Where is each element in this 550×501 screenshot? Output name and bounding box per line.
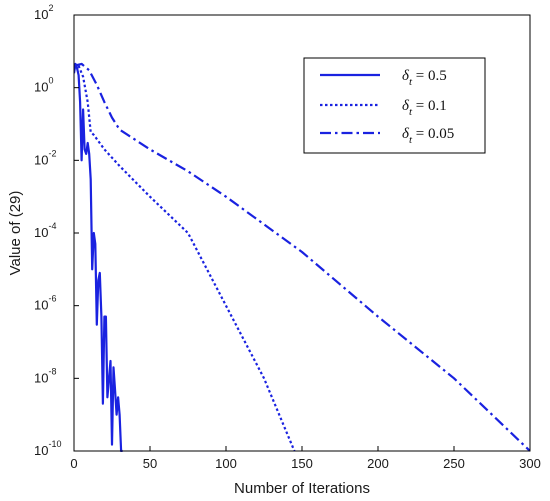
y-tick-label: 10-8 — [34, 366, 56, 385]
legend-subscript: t — [409, 134, 413, 146]
y-tick-base: 10 — [34, 443, 48, 458]
y-tick-label: 10-4 — [34, 221, 56, 240]
legend-label-1: δt = 0.5 — [402, 68, 447, 88]
y-axis-label: Value of (29) — [7, 191, 24, 276]
x-tick-label: 250 — [443, 456, 465, 471]
series-line-1 — [74, 62, 123, 452]
legend-label-3: δt = 0.05 — [402, 126, 454, 146]
y-tick-base: 10 — [34, 152, 48, 167]
y-tick-label: 10-2 — [34, 148, 56, 167]
legend-symbol: δ — [402, 68, 410, 84]
y-tick-exponent: -8 — [48, 366, 56, 376]
series-layer — [74, 62, 530, 452]
y-tick-exponent: 2 — [48, 3, 53, 13]
x-tick-label: 200 — [367, 456, 389, 471]
series-line-2 — [74, 64, 296, 452]
legend-label-2: δt = 0.1 — [402, 98, 447, 118]
y-tick-base: 10 — [34, 80, 48, 95]
y-tick-base: 10 — [34, 370, 48, 385]
y-tick-label: 102 — [34, 3, 53, 22]
legend-value: = 0.05 — [412, 126, 454, 142]
x-tick-label: 100 — [215, 456, 237, 471]
y-tick-label: 10-6 — [34, 294, 56, 313]
y-tick-exponent: -6 — [48, 294, 56, 304]
legend-value: = 0.5 — [412, 68, 447, 84]
y-tick-label: 100 — [34, 76, 53, 95]
y-tick-base: 10 — [34, 7, 48, 22]
legend-subscript: t — [409, 106, 413, 118]
legend: δt = 0.5δt = 0.1δt = 0.05 — [303, 57, 486, 154]
x-tick-label: 50 — [143, 456, 157, 471]
y-tick-exponent: -2 — [48, 148, 56, 158]
y-tick-base: 10 — [34, 298, 48, 313]
x-tick-label: 0 — [70, 456, 77, 471]
legend-items: δt = 0.5δt = 0.1δt = 0.05 — [320, 68, 454, 146]
ticks-layer: 0 50 100 150 200 250 30010-1010-810-610-410-21… — [34, 3, 541, 471]
y-tick-exponent: -10 — [48, 439, 61, 449]
x-tick-label: 300 — [519, 456, 541, 471]
x-tick-label: 150 — [291, 456, 313, 471]
y-tick-label: 10-10 — [34, 439, 61, 458]
legend-value: = 0.1 — [412, 98, 447, 114]
y-tick-exponent: -4 — [48, 221, 56, 231]
y-tick-base: 10 — [34, 225, 48, 240]
x-axis-label: Number of Iterations — [234, 480, 370, 497]
legend-box — [303, 57, 486, 154]
y-tick-exponent: 0 — [48, 76, 53, 86]
legend-symbol: δ — [402, 126, 410, 142]
series-line-3 — [74, 62, 530, 452]
legend-subscript: t — [409, 76, 413, 88]
legend-symbol: δ — [402, 98, 410, 114]
